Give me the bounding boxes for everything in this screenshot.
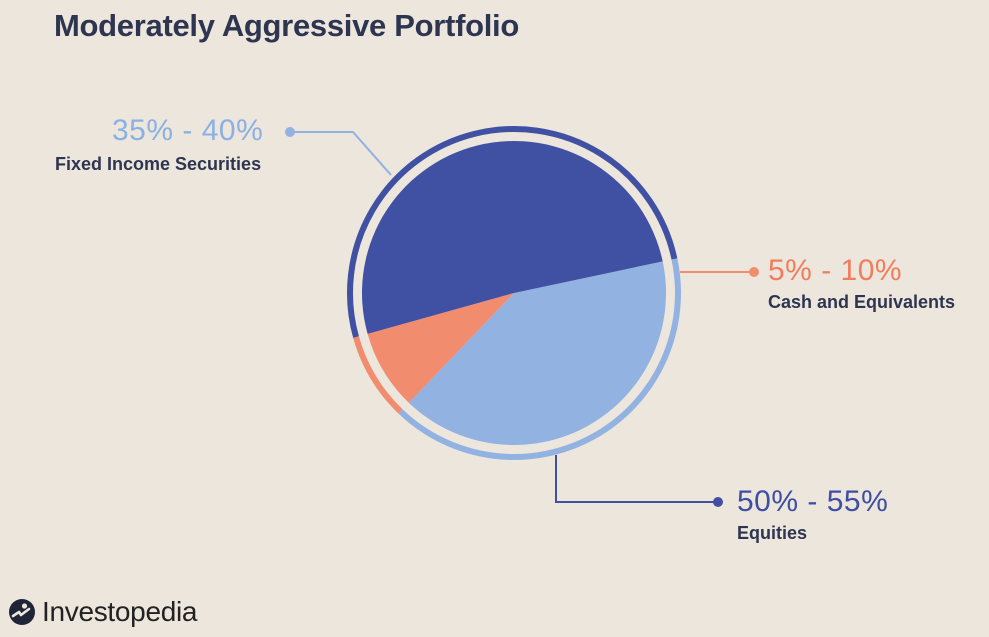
leader-line-equities	[555, 455, 716, 503]
pie-slice-cash	[367, 293, 514, 403]
investopedia-logo-icon	[9, 599, 35, 625]
label-fixed-income: 35% - 40%	[112, 116, 263, 146]
brand-logo: Investopedia	[8, 596, 197, 628]
brand-name: Investopedia	[42, 596, 198, 627]
label-equities-name: Equities	[737, 523, 808, 543]
leader-dot-cash	[749, 267, 759, 277]
pie-slices	[361, 140, 666, 445]
label-cash: 5% - 10% Cash and Equivalents	[768, 256, 955, 313]
label-fixed-income-name: Fixed Income Securities	[55, 154, 262, 174]
ring-arc-fixed-income	[398, 258, 681, 460]
label-fixed-income-name-wrap: Fixed Income Securities	[55, 148, 261, 175]
label-cash-range: 5% - 10%	[768, 254, 903, 287]
leader-dot-fixed-income	[285, 127, 295, 137]
label-cash-name: Cash and Equivalents	[768, 292, 956, 312]
label-equities: 50% - 55% Equities	[737, 487, 888, 544]
leader-lines	[285, 127, 759, 507]
leader-line-fixed-income	[292, 131, 392, 176]
leader-dot-equities	[713, 497, 723, 507]
outer-ring	[347, 126, 681, 460]
label-equities-range: 50% - 55%	[737, 485, 889, 518]
ring-arc-equities	[347, 126, 678, 338]
chart-title: Moderately Aggressive Portfolio	[54, 8, 519, 43]
label-fixed-income-range: 35% - 40%	[112, 114, 264, 147]
pie-slice-fixed-income	[408, 261, 666, 445]
pie-slice-equities	[361, 140, 663, 334]
ring-arc-cash	[353, 336, 403, 414]
